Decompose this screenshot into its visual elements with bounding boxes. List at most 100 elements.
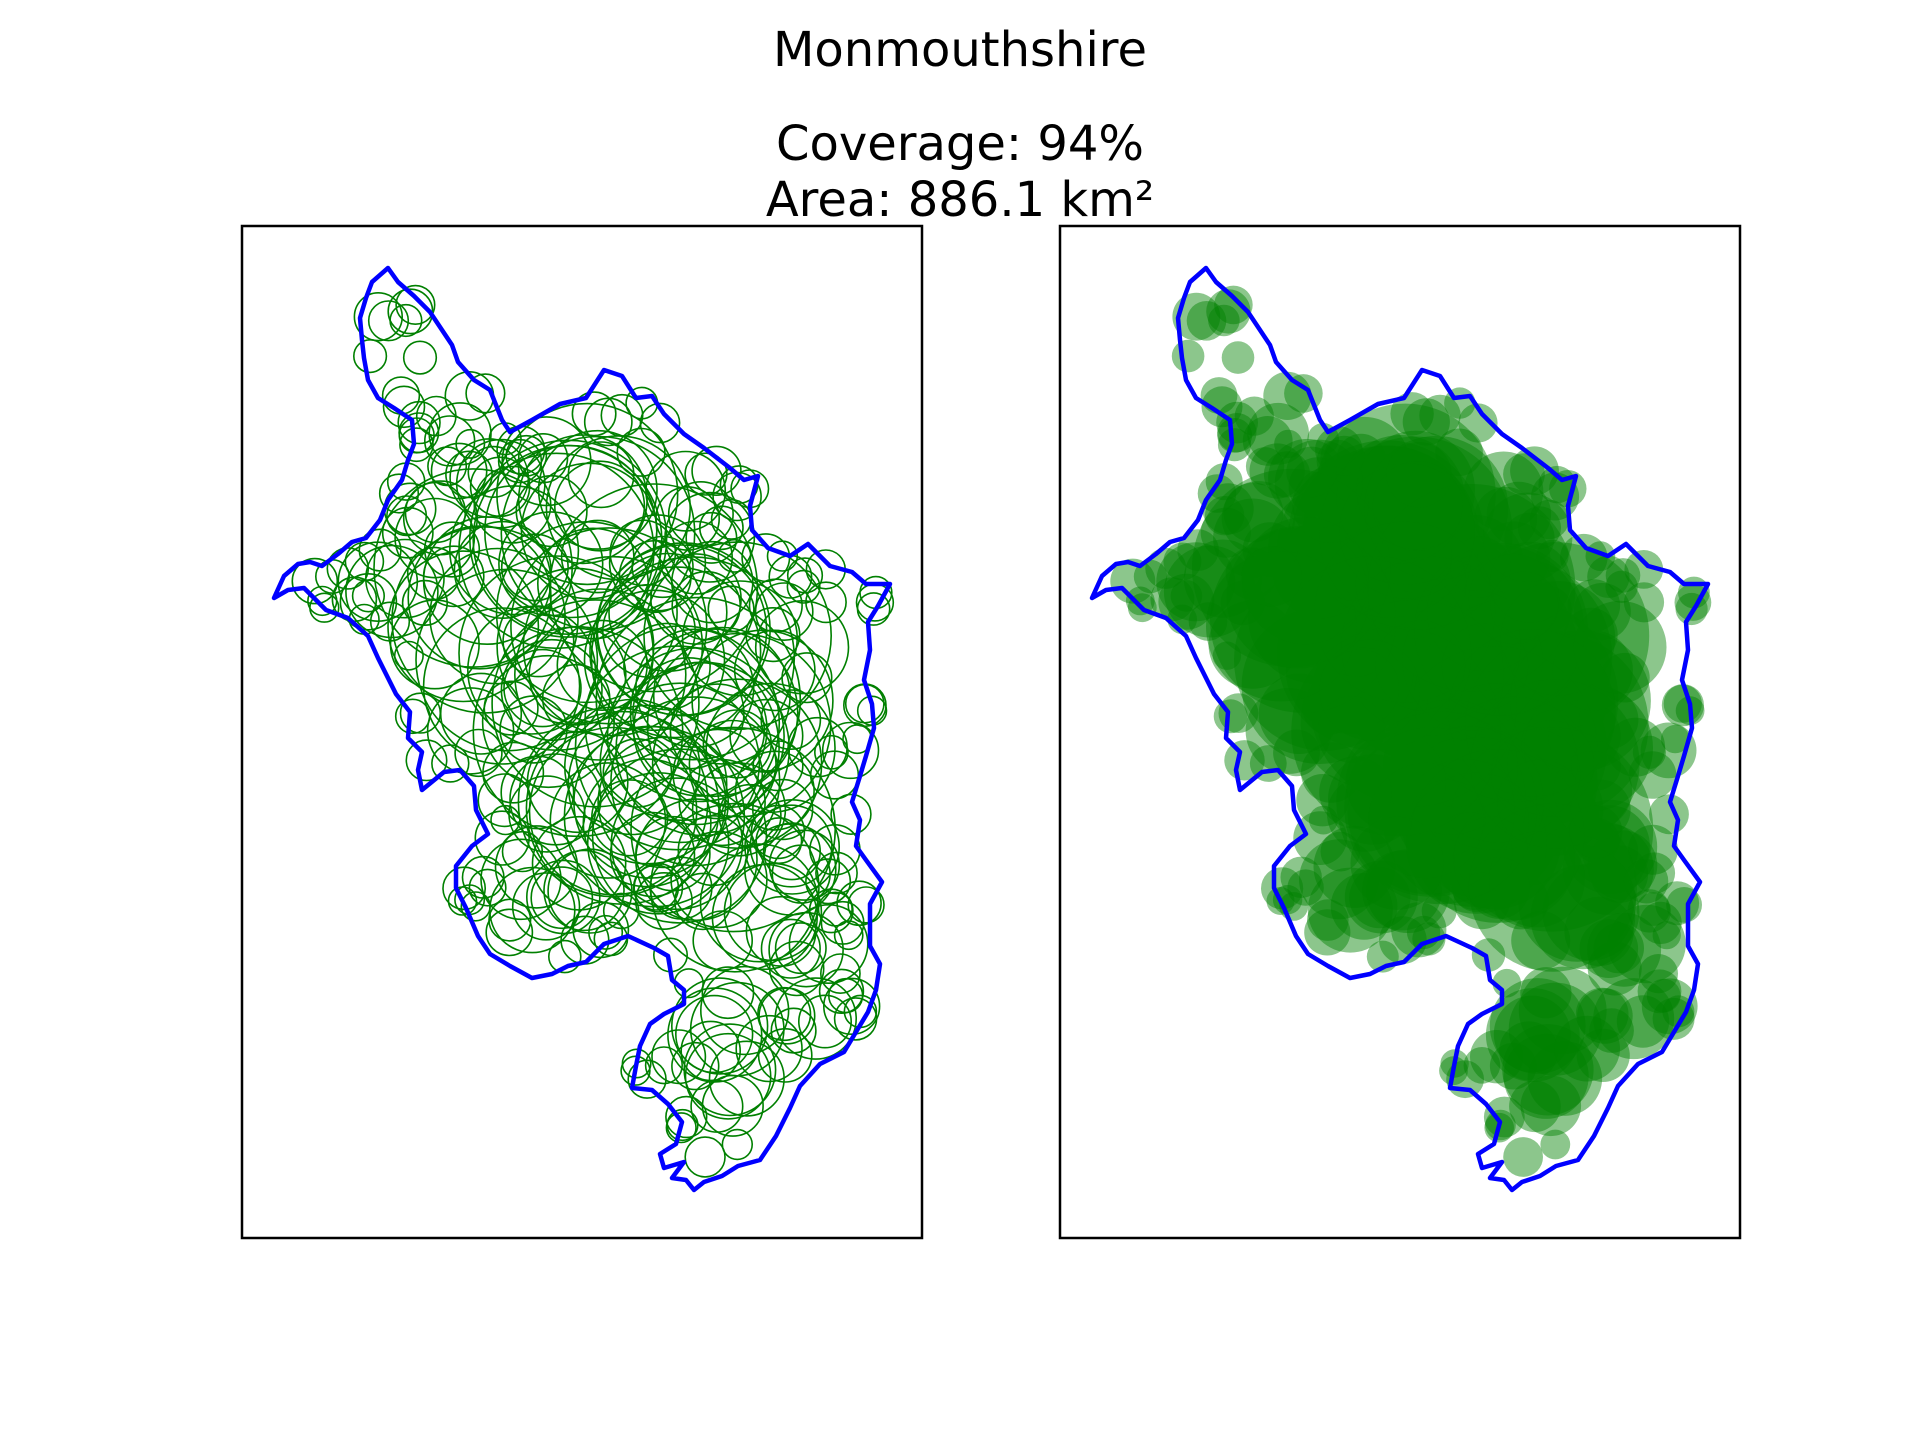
coverage-circle bbox=[755, 817, 803, 865]
coverage-circle bbox=[616, 427, 666, 477]
coverage-circle bbox=[481, 654, 616, 789]
coverage-circle-filled bbox=[1450, 536, 1511, 598]
coverage-circle-filled bbox=[1177, 529, 1219, 571]
coverage-circle-filled bbox=[1393, 646, 1598, 850]
coverage-circle-filled bbox=[1418, 683, 1578, 843]
coverage-circle-filled bbox=[1581, 823, 1639, 880]
coverage-circle-filled bbox=[1319, 534, 1387, 601]
coverage-circle-filled bbox=[1562, 823, 1654, 915]
coverage-circle-filled bbox=[1220, 580, 1266, 626]
coverage-circle-filled bbox=[1600, 652, 1650, 703]
coverage-circle-filled bbox=[1490, 571, 1559, 640]
coverage-circle bbox=[768, 940, 825, 997]
coverage-circle bbox=[760, 918, 821, 979]
region-boundary bbox=[271, 265, 893, 1193]
coverage-circle bbox=[395, 284, 436, 326]
coverage-circle bbox=[494, 825, 579, 909]
coverage-circle-filled bbox=[1616, 995, 1670, 1048]
coverage-circle bbox=[667, 480, 734, 547]
coverage-circle-filled bbox=[1213, 498, 1293, 578]
coverage-circle bbox=[378, 473, 420, 514]
coverage-circle bbox=[525, 859, 601, 935]
coverage-circle bbox=[537, 429, 658, 550]
coverage-circle bbox=[650, 553, 742, 645]
coverage-circle-filled bbox=[1156, 542, 1236, 622]
coverage-circle bbox=[583, 589, 726, 732]
coverage-circle-filled bbox=[1241, 546, 1302, 607]
coverage-circle bbox=[664, 491, 756, 583]
coverage-circle-filled bbox=[1637, 969, 1682, 1014]
coverage-circle-filled bbox=[1427, 514, 1524, 611]
coverage-circle-filled bbox=[1662, 995, 1695, 1028]
coverage-circle-filled bbox=[1391, 726, 1544, 879]
coverage-circle-filled bbox=[1210, 526, 1396, 713]
coverage-circle-filled bbox=[1587, 830, 1658, 901]
coverage-circle-filled bbox=[1200, 507, 1251, 558]
coverage-circle bbox=[754, 582, 814, 642]
coverage-circle-filled bbox=[1468, 857, 1530, 919]
coverage-circle-filled bbox=[1355, 528, 1467, 639]
coverage-circle-filled bbox=[1652, 997, 1695, 1040]
coverage-circle-filled bbox=[1309, 805, 1338, 835]
coverage-circle-filled bbox=[1301, 742, 1362, 803]
coverage-circle bbox=[667, 987, 763, 1083]
coverage-circle-filled bbox=[1293, 811, 1348, 865]
coverage-circle-filled bbox=[1421, 893, 1457, 929]
coverage-circle-filled bbox=[1241, 517, 1369, 645]
coverage-circle-filled bbox=[1261, 867, 1304, 910]
coverage-circle-filled bbox=[1579, 690, 1639, 750]
coverage-circle-filled bbox=[1223, 482, 1284, 543]
coverage-circle-filled bbox=[1197, 474, 1237, 513]
coverage-circle bbox=[631, 535, 694, 599]
coverage-circle-filled bbox=[1171, 339, 1205, 373]
coverage-circle-filled bbox=[1624, 550, 1664, 589]
coverage-circle-filled bbox=[1511, 911, 1571, 970]
coverage-circle-filled bbox=[1414, 597, 1619, 802]
coverage-circle-filled bbox=[1217, 413, 1257, 453]
circle-filled-panel bbox=[1058, 224, 1742, 1240]
coverage-circle bbox=[553, 460, 646, 552]
coverage-circle-filled bbox=[1607, 904, 1686, 984]
coverage-circle-filled bbox=[1201, 386, 1243, 428]
coverage-circle bbox=[670, 830, 768, 929]
coverage-circle bbox=[621, 1048, 652, 1079]
coverage-circle-filled bbox=[1336, 435, 1466, 564]
coverage-circle bbox=[389, 303, 423, 338]
coverage-circles bbox=[291, 284, 895, 1178]
coverage-circle-filled bbox=[1234, 569, 1416, 751]
coverage-circle bbox=[431, 744, 470, 783]
coverage-circle-filled bbox=[1208, 304, 1240, 337]
coverage-circle-filled bbox=[1470, 1030, 1524, 1084]
coverage-circle bbox=[520, 462, 658, 600]
coverage-circle bbox=[547, 939, 582, 974]
coverage-circle bbox=[483, 680, 539, 736]
coverage-circle-filled bbox=[1319, 756, 1392, 829]
coverage-circle-filled bbox=[1573, 600, 1667, 694]
coverage-circle bbox=[511, 872, 581, 941]
coverage-circle-filled bbox=[1448, 629, 1616, 797]
coverage-circle bbox=[665, 1112, 697, 1144]
coverage-circle-filled bbox=[1493, 995, 1571, 1073]
coverage-circle-filled bbox=[1249, 443, 1305, 499]
coverage-circle-filled bbox=[1292, 466, 1369, 543]
coverage-circle-filled bbox=[1524, 683, 1653, 813]
coverage-circle-filled bbox=[1661, 684, 1704, 727]
coverage-circle bbox=[474, 810, 530, 866]
panel-frame bbox=[1058, 224, 1742, 1240]
coverage-circle-filled bbox=[1441, 623, 1529, 710]
coverage-circle bbox=[401, 579, 449, 627]
coverage-circle-filled bbox=[1314, 521, 1496, 703]
coverage-circle-filled bbox=[1287, 869, 1324, 906]
coverage-circle bbox=[495, 520, 678, 704]
coverage-circle-filled bbox=[1587, 941, 1642, 996]
circle-outlines-panel bbox=[240, 224, 924, 1240]
coverage-circle-filled bbox=[1314, 403, 1496, 585]
coverage-circle bbox=[680, 1020, 742, 1082]
coverage-circle-filled bbox=[1409, 556, 1613, 760]
coverage-circle bbox=[382, 385, 426, 429]
coverage-circle-filled bbox=[1291, 626, 1501, 837]
coverage-circle bbox=[447, 886, 478, 916]
coverage-circle bbox=[620, 1055, 651, 1086]
coverage-circle-filled bbox=[1319, 436, 1513, 630]
coverage-circle bbox=[454, 728, 503, 778]
